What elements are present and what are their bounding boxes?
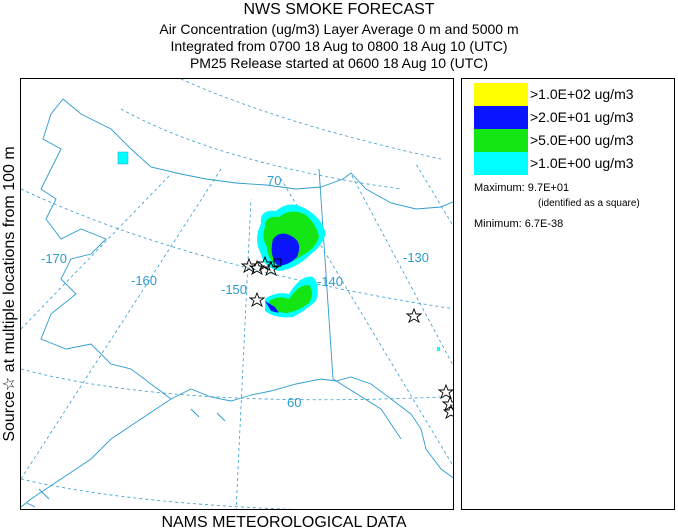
longitude-line-160 xyxy=(21,168,222,480)
legend-swatch-blue xyxy=(474,106,528,129)
subtitle-integration: Integrated from 0700 18 Aug to 0800 18 A… xyxy=(170,38,508,54)
latitude-line-70 xyxy=(120,108,402,190)
grid-label-lon140: -140 xyxy=(317,274,343,289)
legend-swatch-green xyxy=(474,129,528,152)
latitude-line-60 xyxy=(21,368,442,401)
alaska-islands xyxy=(26,408,226,508)
legend-swatch-cyan xyxy=(474,152,528,175)
legend-row-5: >5.0E+00 ug/m3 xyxy=(474,129,674,152)
legend-row-20: >2.0E+01 ug/m3 xyxy=(474,106,674,129)
cyan-speck-east xyxy=(437,347,440,351)
maximum-value: Maximum: 9.7E+01 xyxy=(474,182,570,194)
source-star-9 xyxy=(442,403,453,420)
source-star-6 xyxy=(405,307,423,324)
maximum-square-marker xyxy=(273,258,282,267)
legend-row-1: >1.0E+00 ug/m3 xyxy=(474,152,674,175)
map-title: NWS SMOKE FORECAST xyxy=(243,1,435,18)
source-side-label-container: Source☆ at multiple locations from 100 m xyxy=(0,78,20,510)
subtitle-concentration: Air Concentration (ug/m3) Layer Average … xyxy=(159,21,519,37)
map-panel[interactable]: 70 60 -170 -160 -150 -140 -130 xyxy=(20,78,454,510)
longitude-line-150 xyxy=(235,198,252,509)
longitude-line-130 xyxy=(350,173,453,367)
latitude-line-55 xyxy=(21,478,295,509)
source-star-1 xyxy=(240,257,258,274)
legend-panel: >1.0E+02 ug/m3 >2.0E+01 ug/m3 >5.0E+00 u… xyxy=(461,78,675,510)
source-star-5 xyxy=(248,291,266,308)
source-star-7 xyxy=(437,383,453,400)
longitude-line-140 xyxy=(280,178,453,467)
maximum-note: (identified as a square) xyxy=(538,198,640,209)
minimum-value: Minimum: 6.7E-38 xyxy=(474,218,564,230)
latitude-line-65 xyxy=(21,188,453,310)
map-canvas[interactable]: 70 60 -170 -160 -150 -140 -130 xyxy=(21,79,454,510)
latitude-line-75 xyxy=(180,79,442,160)
grid-label-lat70: 70 xyxy=(267,173,281,188)
alaska-panhandle-border xyxy=(318,168,402,440)
plume-south-green xyxy=(269,284,312,313)
source-side-label: Source☆ at multiple locations from 100 m xyxy=(1,146,18,442)
plume-south-blue xyxy=(265,301,279,313)
subtitle-release: PM25 Release started at 0600 18 Aug 10 (… xyxy=(189,55,489,71)
cyan-speck-west xyxy=(117,151,129,165)
legend-label-1: >1.0E+00 ug/m3 xyxy=(530,155,634,171)
source-star-4 xyxy=(262,260,280,277)
legend-label-20: >2.0E+01 ug/m3 xyxy=(530,109,634,125)
source-star-2 xyxy=(248,259,266,276)
grid-label-lon170: -170 xyxy=(41,251,67,266)
grid-label-lon130: -130 xyxy=(403,250,429,265)
plume-north-blue xyxy=(271,233,300,266)
longitude-line-120 xyxy=(415,163,453,227)
legend-label-100: >1.0E+02 ug/m3 xyxy=(530,86,634,102)
grid-label-lat60: 60 xyxy=(287,395,301,410)
grid-label-lon150: -150 xyxy=(221,282,247,297)
alaska-coastline xyxy=(21,98,453,508)
meteorological-data-footer: NAMS METEOROLOGICAL DATA xyxy=(161,514,407,531)
legend-label-5: >5.0E+00 ug/m3 xyxy=(530,132,634,148)
source-markers xyxy=(240,255,453,420)
grid-label-lon160: -160 xyxy=(131,273,157,288)
legend-swatch-yellow xyxy=(474,83,528,106)
legend-row-100: >1.0E+02 ug/m3 xyxy=(474,83,674,106)
